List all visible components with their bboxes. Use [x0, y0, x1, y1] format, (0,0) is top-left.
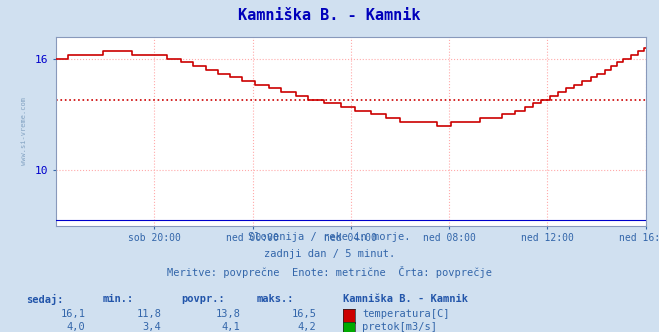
Text: 3,4: 3,4: [143, 322, 161, 332]
Text: temperatura[C]: temperatura[C]: [362, 309, 450, 319]
Text: povpr.:: povpr.:: [181, 294, 225, 304]
Text: 4,2: 4,2: [298, 322, 316, 332]
Text: www.si-vreme.com: www.si-vreme.com: [20, 97, 26, 165]
Text: Slovenija / reke in morje.: Slovenija / reke in morje.: [248, 232, 411, 242]
Text: Kamniška B. - Kamnik: Kamniška B. - Kamnik: [343, 294, 468, 304]
Text: Kamniška B. - Kamnik: Kamniška B. - Kamnik: [239, 8, 420, 23]
Text: Meritve: povprečne  Enote: metrične  Črta: povprečje: Meritve: povprečne Enote: metrične Črta:…: [167, 266, 492, 278]
Text: 13,8: 13,8: [215, 309, 241, 319]
Text: 4,1: 4,1: [222, 322, 241, 332]
Text: 16,5: 16,5: [291, 309, 316, 319]
Text: zadnji dan / 5 minut.: zadnji dan / 5 minut.: [264, 249, 395, 259]
Text: maks.:: maks.:: [257, 294, 295, 304]
Text: sedaj:: sedaj:: [26, 294, 64, 305]
Text: 11,8: 11,8: [136, 309, 161, 319]
Text: min.:: min.:: [102, 294, 133, 304]
Text: 16,1: 16,1: [61, 309, 86, 319]
Text: 4,0: 4,0: [67, 322, 86, 332]
Text: pretok[m3/s]: pretok[m3/s]: [362, 322, 438, 332]
